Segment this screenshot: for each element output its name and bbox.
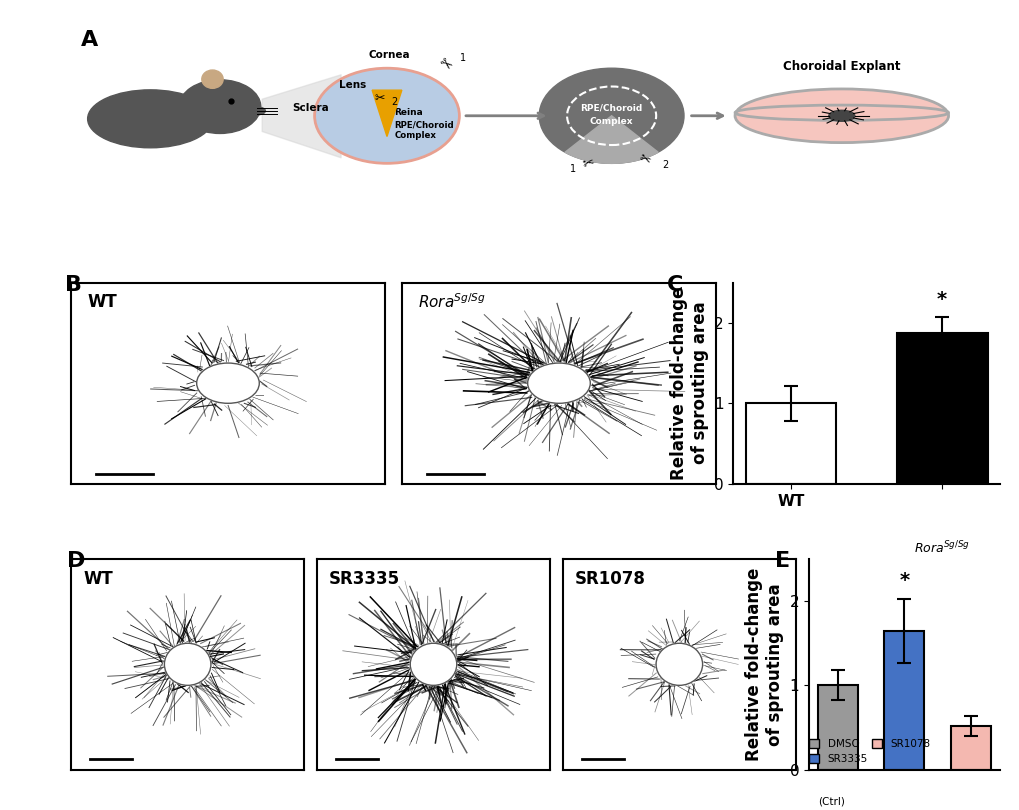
- Bar: [745, 403, 836, 484]
- Text: Lens: Lens: [339, 80, 366, 90]
- Bar: [896, 333, 986, 484]
- Y-axis label: Relative fold-change
of sprouting area: Relative fold-change of sprouting area: [745, 568, 784, 761]
- Text: Choroidal Explant: Choroidal Explant: [783, 60, 900, 73]
- Text: E: E: [773, 551, 789, 571]
- Bar: [883, 631, 923, 770]
- Circle shape: [179, 80, 261, 134]
- Text: A: A: [81, 30, 98, 49]
- Ellipse shape: [828, 110, 854, 122]
- Text: Complex: Complex: [589, 117, 633, 126]
- Circle shape: [410, 643, 457, 685]
- Text: 1: 1: [460, 53, 466, 63]
- Text: $\mathbf{\it{Rora}}$$^{Sg/Sg}$: $\mathbf{\it{Rora}}$$^{Sg/Sg}$: [418, 292, 485, 311]
- Bar: [950, 726, 990, 770]
- Polygon shape: [372, 90, 401, 137]
- Circle shape: [164, 643, 211, 685]
- Legend: DMSO, SR3335, SR1078: DMSO, SR3335, SR1078: [804, 735, 934, 769]
- Text: 2: 2: [661, 160, 667, 169]
- Text: ✂: ✂: [635, 151, 652, 168]
- Y-axis label: Relative fold-change
of sprouting area: Relative fold-change of sprouting area: [669, 287, 708, 480]
- Text: Complex: Complex: [394, 130, 436, 140]
- Text: B: B: [65, 275, 83, 295]
- Text: 2: 2: [391, 97, 397, 108]
- Circle shape: [314, 68, 459, 164]
- Circle shape: [655, 643, 702, 685]
- Text: $\mathbf{\it{Rora}}$$^{Sg/Sg}$: $\mathbf{\it{Rora}}$$^{Sg/Sg}$: [913, 540, 969, 556]
- Wedge shape: [565, 116, 657, 164]
- Text: ✂: ✂: [434, 54, 453, 74]
- Text: SR1078: SR1078: [574, 569, 645, 587]
- Text: RPE/Choroid: RPE/Choroid: [580, 104, 642, 113]
- Text: SR3335: SR3335: [328, 569, 399, 587]
- Text: Reina: Reina: [394, 108, 423, 117]
- Text: *: *: [936, 290, 947, 309]
- Text: D: D: [66, 551, 85, 571]
- Text: ✂: ✂: [581, 155, 595, 172]
- Text: C: C: [666, 275, 683, 295]
- Circle shape: [539, 68, 684, 164]
- Ellipse shape: [88, 90, 213, 147]
- Text: Cornea: Cornea: [368, 49, 410, 60]
- Text: Sclera: Sclera: [292, 104, 329, 113]
- Circle shape: [527, 363, 590, 403]
- Circle shape: [197, 363, 259, 403]
- Text: *: *: [899, 571, 908, 590]
- Text: ✂: ✂: [374, 92, 384, 105]
- Text: WT: WT: [83, 569, 113, 587]
- Ellipse shape: [202, 70, 223, 88]
- Text: (Ctrl): (Ctrl): [817, 797, 845, 807]
- Ellipse shape: [735, 89, 948, 143]
- Ellipse shape: [249, 107, 265, 115]
- Bar: [817, 685, 857, 770]
- Text: 1: 1: [569, 164, 575, 174]
- Text: RPE/Choroid: RPE/Choroid: [394, 121, 453, 130]
- Text: WT: WT: [87, 292, 117, 310]
